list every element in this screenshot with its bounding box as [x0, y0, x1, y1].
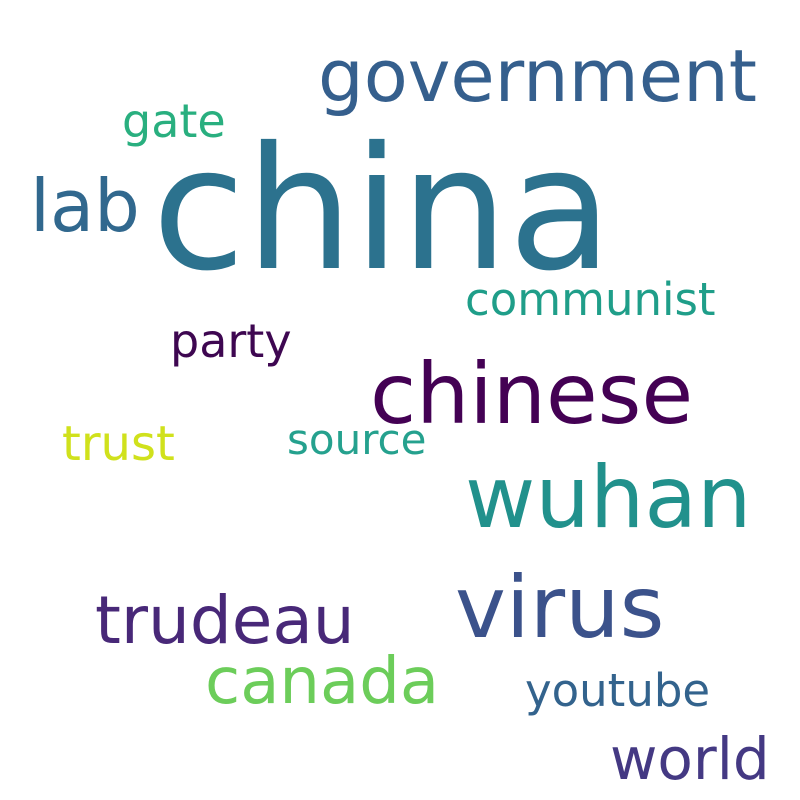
word-government: government: [318, 34, 757, 118]
word-virus: virus: [455, 558, 665, 658]
word-trust: trust: [62, 416, 175, 472]
word-lab: lab: [30, 164, 140, 248]
word-party: party: [170, 314, 292, 368]
word-canada: canada: [205, 645, 440, 719]
word-gate: gate: [122, 94, 226, 148]
word-communist: communist: [465, 273, 716, 326]
word-world: world: [610, 725, 770, 793]
word-chinese: chinese: [370, 345, 694, 443]
word-wuhan: wuhan: [465, 448, 752, 548]
word-youtube: youtube: [525, 664, 711, 717]
word-source: source: [287, 415, 427, 464]
word-trudeau: trudeau: [95, 582, 355, 659]
word-china: china: [152, 111, 613, 309]
